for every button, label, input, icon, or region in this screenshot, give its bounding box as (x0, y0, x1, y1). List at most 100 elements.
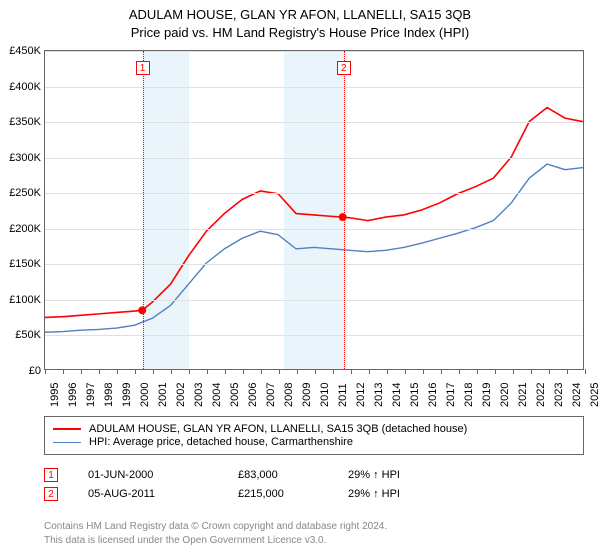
event-marker: 2 (337, 61, 351, 75)
x-tick (441, 369, 442, 374)
x-axis-label: 2024 (571, 383, 583, 407)
chart-series-svg (45, 51, 583, 369)
x-axis-label: 1999 (121, 383, 133, 407)
y-gridline (45, 158, 583, 159)
legend: ADULAM HOUSE, GLAN YR AFON, LLANELLI, SA… (44, 416, 584, 455)
x-tick (225, 369, 226, 374)
x-axis-label: 1998 (103, 383, 115, 407)
y-axis-label: £250K (9, 187, 41, 199)
x-axis-label: 2000 (139, 383, 151, 407)
x-tick (189, 369, 190, 374)
x-tick (459, 369, 460, 374)
x-tick (405, 369, 406, 374)
x-axis-label: 2006 (247, 383, 259, 407)
plot-area: £0£50K£100K£150K£200K£250K£300K£350K£400… (44, 50, 584, 370)
transaction-marker: 2 (44, 487, 58, 501)
x-tick (387, 369, 388, 374)
series-line-hpi (45, 164, 583, 332)
x-tick (477, 369, 478, 374)
x-axis-label: 2015 (409, 383, 421, 407)
event-marker: 1 (136, 61, 150, 75)
x-tick (567, 369, 568, 374)
x-tick (63, 369, 64, 374)
y-gridline (45, 229, 583, 230)
legend-swatch (53, 428, 81, 430)
x-tick (117, 369, 118, 374)
x-axis-label: 2002 (175, 383, 187, 407)
y-gridline (45, 335, 583, 336)
chart-subtitle: Price paid vs. HM Land Registry's House … (0, 24, 600, 42)
transaction-price: £215,000 (238, 488, 318, 500)
y-axis-label: £50K (15, 329, 41, 341)
chart-container: ADULAM HOUSE, GLAN YR AFON, LLANELLI, SA… (0, 0, 600, 560)
x-axis-label: 2025 (589, 383, 600, 407)
x-axis-label: 2011 (337, 383, 349, 407)
legend-swatch (53, 442, 81, 443)
x-axis-label: 2018 (463, 383, 475, 407)
event-vline (143, 51, 144, 369)
y-axis-label: £300K (9, 152, 41, 164)
x-tick (369, 369, 370, 374)
x-axis-label: 2005 (229, 383, 241, 407)
x-tick (351, 369, 352, 374)
x-axis-label: 2001 (157, 383, 169, 407)
x-tick (531, 369, 532, 374)
legend-label: HPI: Average price, detached house, Carm… (89, 436, 353, 448)
x-axis-label: 2019 (481, 383, 493, 407)
y-axis-label: £150K (9, 258, 41, 270)
y-gridline (45, 193, 583, 194)
transaction-row: 205-AUG-2011£215,00029% ↑ HPI (44, 487, 584, 501)
x-tick (153, 369, 154, 374)
x-axis-label: 2009 (301, 383, 313, 407)
transaction-table: 101-JUN-2000£83,00029% ↑ HPI 2 05-AUG-2011… (44, 463, 584, 506)
x-tick (135, 369, 136, 374)
x-axis-label: 1997 (85, 383, 97, 407)
x-axis-label: 2007 (265, 383, 277, 407)
x-tick (297, 369, 298, 374)
y-axis-label: £400K (9, 81, 41, 93)
x-tick (549, 369, 550, 374)
legend-row: HPI: Average price, detached house, Carm… (53, 436, 575, 448)
y-gridline (45, 264, 583, 265)
y-gridline (45, 122, 583, 123)
y-axis-label: £100K (9, 294, 41, 306)
event-dot (339, 213, 347, 221)
x-tick (171, 369, 172, 374)
x-tick (243, 369, 244, 374)
y-gridline (45, 87, 583, 88)
x-axis-label: 2023 (553, 383, 565, 407)
chart-title: ADULAM HOUSE, GLAN YR AFON, LLANELLI, SA… (0, 0, 600, 24)
y-axis-label: £200K (9, 223, 41, 235)
x-axis-label: 1995 (49, 383, 61, 407)
x-tick (585, 369, 586, 374)
y-axis-label: £450K (9, 45, 41, 57)
x-axis-label: 2012 (355, 383, 367, 407)
x-axis-label: 1996 (67, 383, 79, 407)
x-tick (81, 369, 82, 374)
y-gridline (45, 51, 583, 52)
x-tick (333, 369, 334, 374)
x-tick (513, 369, 514, 374)
x-axis-label: 2010 (319, 383, 331, 407)
x-axis-label: 2004 (211, 383, 223, 407)
y-gridline (45, 300, 583, 301)
y-axis-label: £350K (9, 116, 41, 128)
x-tick (261, 369, 262, 374)
x-axis-label: 2020 (499, 383, 511, 407)
x-axis-label: 2021 (517, 383, 529, 407)
x-tick (315, 369, 316, 374)
x-axis-label: 2014 (391, 383, 403, 407)
y-axis-label: £0 (29, 365, 41, 377)
transaction-marker: 1 (44, 468, 58, 482)
footer: Contains HM Land Registry data © Crown c… (44, 520, 584, 547)
legend-row: ADULAM HOUSE, GLAN YR AFON, LLANELLI, SA… (53, 423, 575, 435)
legend-label: ADULAM HOUSE, GLAN YR AFON, LLANELLI, SA… (89, 423, 467, 435)
transaction-date: 05-AUG-2011 (88, 488, 208, 500)
transaction-row: 101-JUN-2000£83,00029% ↑ HPI (44, 468, 584, 482)
x-axis-label: 2017 (445, 383, 457, 407)
x-tick (99, 369, 100, 374)
transaction-delta: 29% ↑ HPI (348, 469, 400, 481)
x-axis-label: 2008 (283, 383, 295, 407)
x-tick (423, 369, 424, 374)
x-tick (495, 369, 496, 374)
